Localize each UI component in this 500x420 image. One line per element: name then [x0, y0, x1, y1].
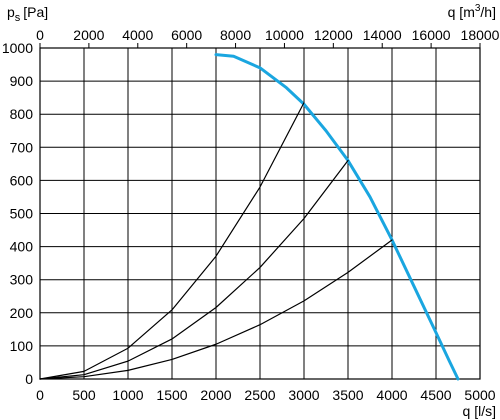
x2-tick-label: 4000 [122, 27, 153, 43]
y-tick-label: 300 [10, 272, 34, 288]
system-curve-line [39, 159, 349, 380]
x2-tick-label: 10000 [265, 27, 304, 43]
series-group [39, 53, 460, 381]
x-tick-label: 2500 [244, 387, 275, 403]
x2-tick-label: 0 [36, 27, 44, 43]
x-axis-label: q [l/s] [463, 403, 496, 419]
system-curve-line [39, 102, 305, 380]
x2-tick-label: 16000 [412, 27, 451, 43]
plot-frame [39, 47, 481, 380]
x-tick-label: 3500 [332, 387, 363, 403]
y-tick-labels: 0 100 200 300 400 500 600 700 800 900 1000 [2, 40, 33, 387]
y-tick-label: 0 [25, 371, 33, 387]
y-tick-label: 600 [10, 172, 34, 188]
x-tick-label: 5000 [464, 387, 495, 403]
y-tick-label: 400 [10, 239, 34, 255]
x-tick-label: 4000 [376, 387, 407, 403]
y-tick-label: 900 [10, 73, 34, 89]
y-axis-label: ps [Pa] [7, 4, 48, 24]
x2-tick-label: 14000 [363, 27, 402, 43]
y-tick-label: 700 [10, 139, 34, 155]
system-curve-line [39, 239, 393, 380]
y-tick-label: 1000 [2, 40, 33, 56]
grid [39, 43, 481, 380]
y-tick-label: 100 [10, 338, 34, 354]
x-tick-label: 0 [36, 387, 44, 403]
x2-tick-label: 2000 [73, 27, 104, 43]
x2-tick-label: 12000 [314, 27, 353, 43]
fan-curve-line [214, 53, 460, 381]
x-tick-label: 1000 [112, 387, 143, 403]
y-tick-label: 200 [10, 305, 34, 321]
x-tick-labels: 0 500 1000 1500 2000 2500 3000 3500 4000 4500 5000 [36, 387, 496, 403]
x2-tick-labels: 0 2000 4000 6000 8000 10000 12000 14000 16000 180… [36, 27, 500, 43]
x2-tick-label: 8000 [220, 27, 251, 43]
y-tick-label: 500 [10, 206, 34, 222]
x-tick-label: 3000 [288, 387, 319, 403]
x2-tick-label: 18000 [461, 27, 500, 43]
y-tick-label: 800 [10, 106, 34, 122]
x-tick-label: 1500 [156, 387, 187, 403]
x2-tick-label: 6000 [171, 27, 202, 43]
x-tick-label: 2000 [200, 387, 231, 403]
x-tick-label: 500 [72, 387, 96, 403]
x2-axis-label: q [m3/h] [448, 3, 496, 20]
x-tick-label: 4500 [420, 387, 451, 403]
